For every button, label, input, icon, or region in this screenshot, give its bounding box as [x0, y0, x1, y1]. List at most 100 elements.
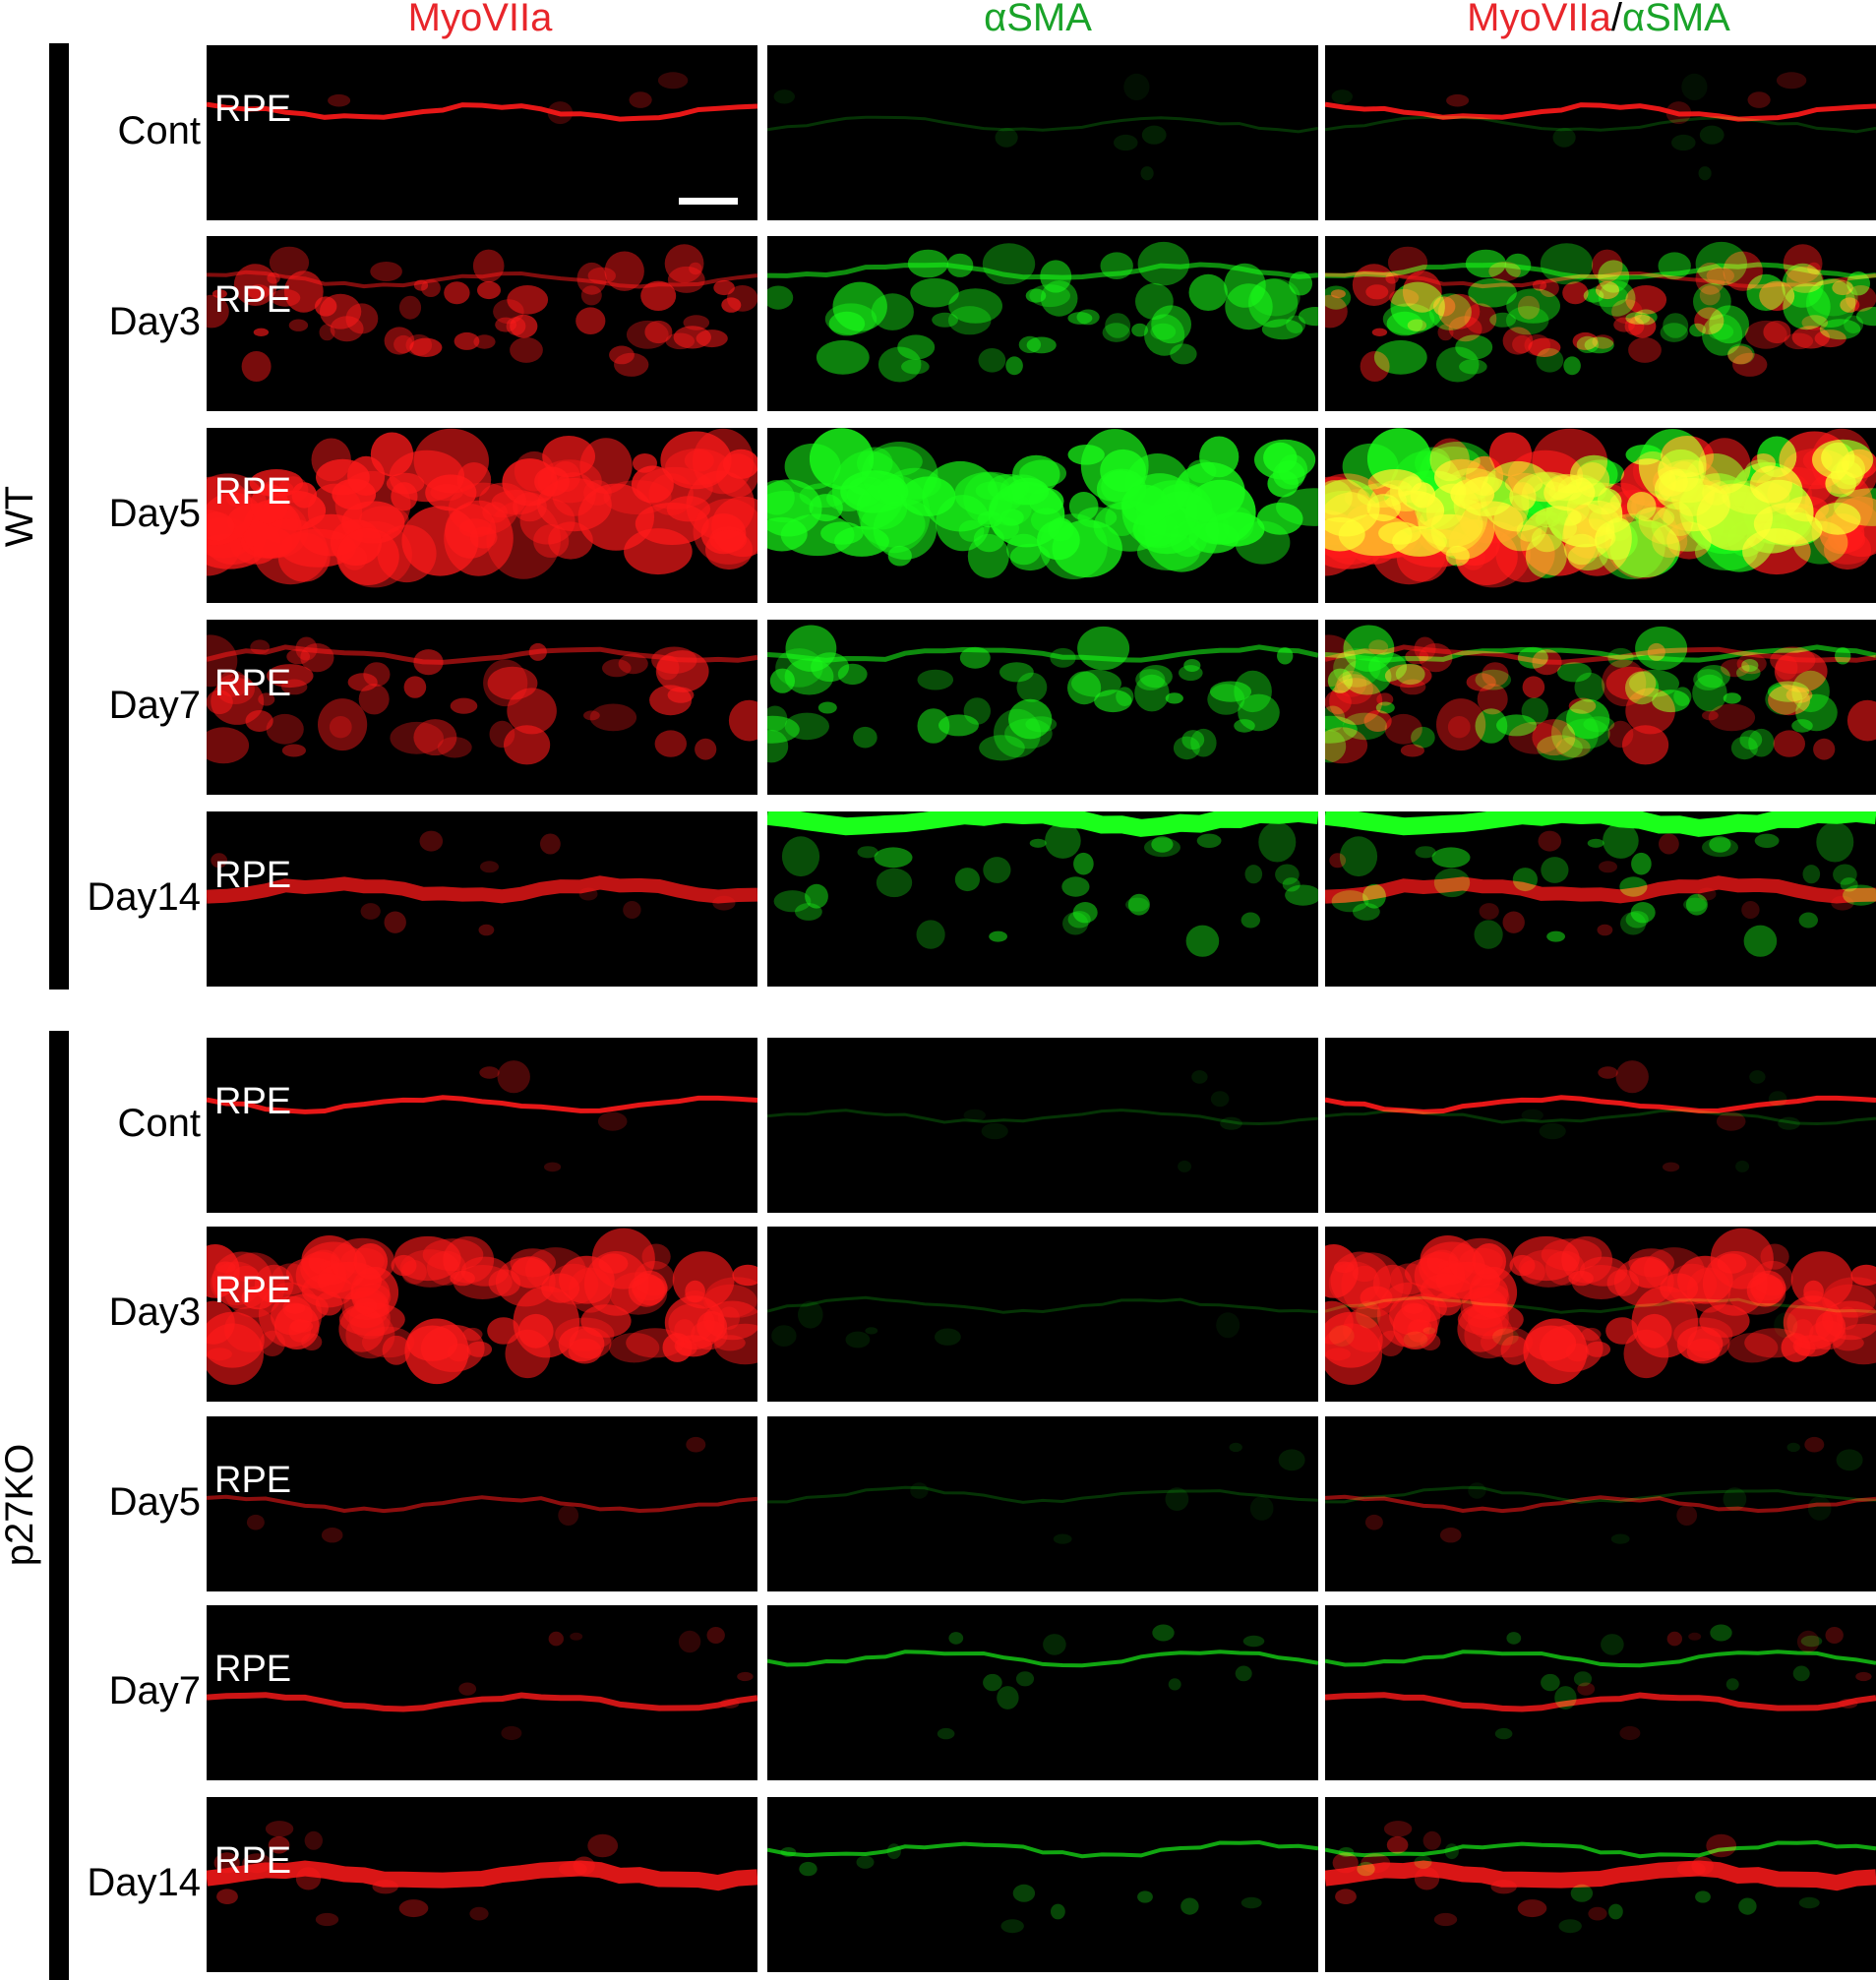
stain-blob	[721, 297, 742, 313]
stain-blob	[1506, 1632, 1522, 1645]
stain-blob	[1774, 1312, 1798, 1339]
wt-group-bar	[49, 43, 69, 990]
micrograph-panel	[767, 236, 1318, 411]
stain-blob	[1635, 626, 1688, 671]
stain-blob	[384, 327, 415, 355]
stain-blob	[1067, 312, 1093, 325]
stain-blob	[1225, 283, 1273, 330]
stain-blob	[1151, 305, 1191, 344]
micrograph-panel	[1325, 45, 1876, 220]
stain-blob	[1179, 665, 1203, 682]
stain-blob	[1000, 1919, 1024, 1934]
stain-blob	[1004, 718, 1053, 750]
stain-blob	[215, 674, 255, 704]
stain-blob	[1364, 1514, 1383, 1530]
stain-blob	[1477, 684, 1508, 715]
stain-blob	[1025, 716, 1058, 733]
stain-blob	[767, 715, 800, 744]
stain-blob	[1414, 1251, 1466, 1300]
stain-layer	[1325, 241, 1876, 383]
stain-blob	[1325, 1348, 1351, 1361]
stain-blob	[1241, 912, 1260, 929]
micrograph-panel	[1325, 811, 1876, 987]
stain-layer	[1325, 1839, 1876, 1934]
stain-blob	[1386, 1835, 1409, 1854]
stain-blob	[1727, 520, 1766, 558]
stain-blob	[1807, 1496, 1832, 1521]
micrograph-image	[767, 241, 1318, 383]
stain-blob	[799, 1861, 817, 1877]
stain-blob	[258, 692, 275, 706]
stain-blob	[1137, 1890, 1153, 1903]
micrograph-panel: RPE	[207, 1227, 757, 1402]
stain-line	[1325, 1839, 1876, 1859]
stain-blob	[1747, 91, 1771, 108]
stain-blob	[1415, 846, 1436, 859]
stain-blob	[859, 474, 931, 554]
stain-blob	[510, 336, 543, 363]
stain-blob	[1256, 503, 1303, 535]
stain-blob	[1183, 659, 1201, 672]
stain-blob	[370, 262, 402, 281]
stain-layer	[1325, 625, 1876, 763]
stain-blob	[798, 1300, 823, 1329]
stain-blob	[329, 716, 352, 739]
stain-blob	[1791, 719, 1813, 733]
stain-blob	[1558, 1919, 1582, 1934]
stain-blob	[1754, 833, 1780, 848]
stain-blob	[1509, 1254, 1536, 1277]
stain-blob	[504, 725, 551, 765]
stain-blob	[1261, 319, 1303, 340]
stain-blob	[1489, 312, 1516, 328]
stain-blob	[935, 1328, 961, 1346]
micrograph-image	[767, 428, 1318, 579]
stain-blob	[1431, 847, 1471, 869]
stain-blob	[1468, 1482, 1486, 1499]
stain-blob	[580, 285, 602, 306]
stain-blob	[1681, 73, 1708, 100]
micrograph-panel	[767, 1797, 1318, 1972]
micrograph-panel	[1325, 1038, 1876, 1213]
stain-blob	[917, 669, 954, 690]
stain-blob	[773, 890, 812, 913]
stain-blob	[1199, 436, 1240, 478]
stain-blob	[657, 72, 689, 90]
stain-blob	[837, 663, 868, 686]
stain-blob	[1741, 901, 1760, 919]
stain-blob	[1587, 838, 1604, 848]
stain-blob	[288, 1318, 311, 1343]
stain-layer	[207, 634, 757, 765]
stain-blob	[1833, 1335, 1864, 1351]
stain-layer	[1325, 1295, 1876, 1349]
stain-blob	[1539, 1122, 1566, 1140]
stain-line	[207, 1692, 757, 1712]
stain-blob	[1716, 1111, 1746, 1131]
stain-blob	[1018, 335, 1042, 353]
row-label-wt-cont: Cont	[117, 109, 202, 152]
micrograph-image	[207, 72, 757, 125]
stain-blob	[250, 484, 289, 524]
stain-blob	[266, 713, 304, 745]
stain-blob	[654, 730, 687, 757]
micrograph-panel	[1325, 1227, 1876, 1402]
stain-blob	[1068, 492, 1099, 521]
row-label-p27ko-day5: Day5	[108, 1480, 201, 1524]
stain-blob	[211, 853, 228, 869]
stain-blob	[1605, 1317, 1639, 1345]
stain-blob	[1516, 519, 1543, 542]
stain-blob	[626, 1328, 685, 1358]
stain-blob	[583, 710, 600, 721]
stain-layer	[767, 1295, 1318, 1349]
stain-blob	[288, 319, 309, 331]
stain-blob	[1659, 833, 1679, 855]
stain-layer	[1325, 1060, 1876, 1172]
micrograph-panel: RPE	[207, 45, 757, 220]
stain-blob	[1372, 1264, 1413, 1304]
stain-blob	[1802, 865, 1821, 884]
stain-blob	[665, 448, 731, 486]
rpe-label: RPE	[214, 279, 292, 321]
stain-blob	[1125, 897, 1149, 912]
stain-line	[767, 1650, 1318, 1668]
stain-blob	[583, 1251, 649, 1316]
stain-blob	[691, 1320, 728, 1350]
